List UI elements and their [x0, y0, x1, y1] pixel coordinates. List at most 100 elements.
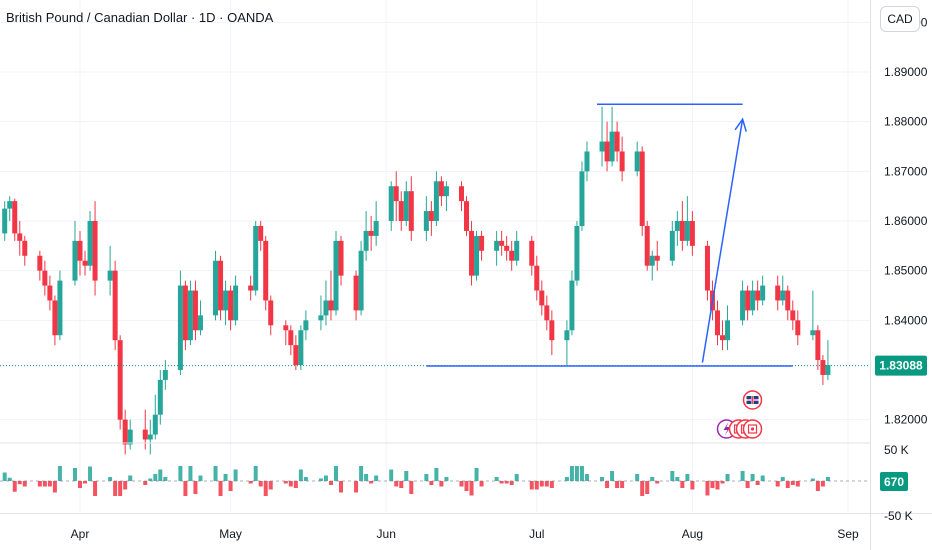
volume-value-tag-bg [880, 472, 908, 491]
volume-bar [574, 466, 579, 481]
target-arrow-head[interactable] [734, 117, 747, 132]
candle [760, 275, 766, 306]
volume-bar [213, 466, 218, 481]
candle [197, 300, 203, 336]
candle [529, 235, 535, 276]
candle [258, 221, 264, 251]
volume-bar [494, 477, 499, 481]
last-price-tag[interactable]: 1.83088 [875, 355, 927, 376]
volume-bar [564, 477, 569, 481]
candle [268, 295, 274, 336]
volume-bar [459, 481, 464, 487]
candle [750, 280, 756, 316]
volume-bar [444, 477, 449, 481]
volume-bar [810, 478, 815, 481]
candle [162, 360, 168, 390]
volume-bar [469, 481, 474, 496]
candle-body [358, 250, 364, 311]
candle [298, 325, 304, 370]
volume-bar [399, 481, 404, 488]
gb-flag-icon[interactable] [742, 390, 763, 410]
candle-body [12, 201, 18, 234]
candle [358, 240, 364, 316]
candle [810, 290, 816, 341]
volume-bar [755, 481, 760, 485]
volume-bar [113, 481, 118, 496]
candle-body [248, 285, 254, 291]
candle-body [428, 211, 434, 221]
candle [740, 280, 746, 326]
candle-body [760, 285, 766, 301]
candle [504, 235, 510, 261]
volume-bar [288, 481, 293, 487]
price-tick-label: 1.82000 [884, 413, 928, 427]
candle-body [393, 186, 399, 202]
candle [649, 250, 655, 281]
volume-bar [37, 481, 42, 487]
candle-body [37, 255, 43, 271]
volume-bar [339, 481, 344, 493]
candle [609, 106, 615, 167]
volume-bar [218, 481, 223, 496]
candle [218, 255, 224, 321]
price-tick-label: 1.89000 [884, 65, 928, 79]
candle-body [2, 208, 8, 234]
candle [318, 295, 324, 331]
candle [52, 295, 58, 346]
candle-body [57, 280, 63, 336]
candle-body [464, 201, 470, 231]
volume-bar [499, 481, 504, 484]
volume-bar [364, 474, 369, 481]
currency-button[interactable]: CAD [880, 6, 920, 32]
candle-body [684, 221, 690, 241]
candle-body [228, 290, 234, 321]
volume-bar [57, 466, 62, 481]
candle-body [403, 191, 409, 221]
candle [408, 176, 414, 241]
candle-body [750, 290, 756, 311]
target-arrow-shaft[interactable] [701, 119, 744, 363]
volume-bar [615, 481, 620, 488]
candle [634, 141, 640, 177]
price-tick-label: 1.86000 [884, 214, 928, 228]
candle [192, 280, 198, 341]
candle [614, 121, 620, 162]
ca-flag-icon[interactable] [742, 419, 763, 439]
candle-body [197, 315, 203, 331]
candle-body [539, 290, 545, 306]
candle [228, 285, 234, 331]
ca-flag-leaf [750, 427, 755, 431]
candle-body [569, 280, 575, 331]
volume-bar [584, 474, 589, 481]
volume-bar [534, 481, 539, 490]
volume-bar [404, 471, 409, 481]
candle [293, 335, 299, 370]
candle-body [639, 151, 645, 226]
candle [152, 394, 158, 440]
volume-bar [389, 469, 394, 481]
candle [684, 196, 690, 246]
time-tick-label: Sep [837, 527, 859, 541]
candle [288, 325, 294, 356]
candle [494, 230, 500, 266]
candle-body [333, 240, 339, 311]
candle-body [780, 290, 786, 301]
volume-bar [7, 477, 12, 481]
volume-bar [605, 481, 610, 488]
candle [433, 171, 439, 226]
candle [780, 275, 786, 306]
candle [725, 305, 731, 351]
candle-body [509, 250, 515, 261]
candle [12, 198, 18, 241]
candle-body [604, 141, 610, 162]
candle [569, 270, 575, 336]
volume-bar [720, 481, 725, 484]
volume-value-tag[interactable]: 670 [880, 472, 908, 491]
candle [795, 310, 801, 346]
candle-body [268, 300, 274, 326]
candle-body [810, 330, 816, 336]
volume-bar [318, 478, 323, 481]
candle-body [499, 240, 505, 246]
candle-body [549, 320, 555, 341]
